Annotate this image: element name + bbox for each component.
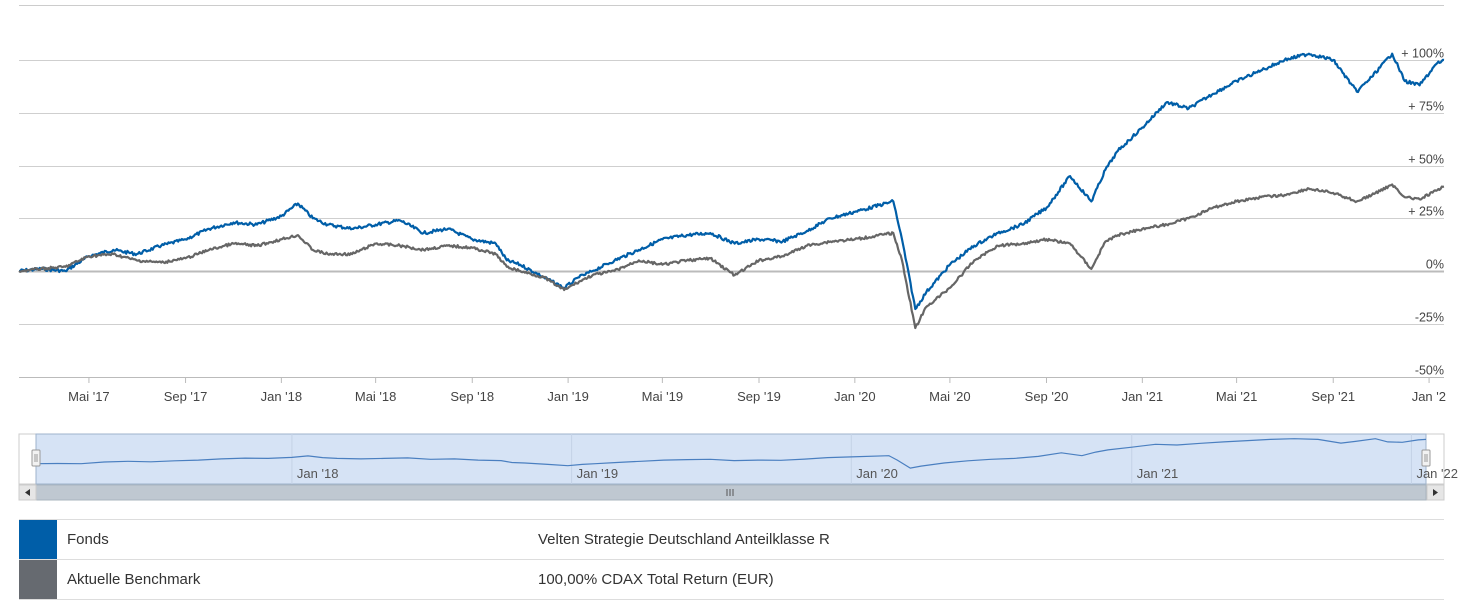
y-tick-label: 0%	[1426, 258, 1444, 272]
legend-swatch-benchmark	[19, 560, 57, 599]
y-tick-label: -25%	[1415, 311, 1444, 325]
y-tick-label: + 50%	[1408, 153, 1444, 167]
x-tick-label: Jan '20	[834, 389, 876, 404]
x-tick-label: Sep '20	[1025, 389, 1069, 404]
x-tick-label: Mai '18	[355, 389, 397, 404]
y-axis-labels: -50% -25% 0% + 25% + 50% + 75% + 100%	[1401, 47, 1444, 378]
legend-label-fonds: Fonds	[67, 531, 109, 548]
navigator-label: Jan '21	[1137, 466, 1179, 481]
scrollbar-thumb[interactable]	[35, 484, 1427, 501]
navigator-label: Jan '20	[856, 466, 898, 481]
x-tick-label: Sep '21	[1311, 389, 1355, 404]
legend-row-benchmark: Aktuelle Benchmark 100,00% CDAX Total Re…	[19, 559, 1444, 600]
navigator-handle-right[interactable]	[1421, 449, 1431, 467]
y-tick-label: + 25%	[1408, 205, 1444, 219]
y-tick-label: -50%	[1415, 364, 1444, 378]
x-tick-label: Jan '21	[1122, 389, 1164, 404]
x-tick-label: Jan '19	[547, 389, 589, 404]
performance-chart: -50% -25% 0% + 25% + 50% + 75% + 100% Mai '17 S…	[18, 5, 1458, 501]
x-axis-labels: Mai '17 Sep '17 Jan '18 Mai '18 Sep '18 Jan '…	[68, 377, 1446, 404]
navigator-handle-left[interactable]	[31, 449, 41, 467]
legend-value-fonds: Velten Strategie Deutschland Anteilklass…	[538, 531, 830, 548]
legend-value-benchmark: 100,00% CDAX Total Return (EUR)	[538, 571, 774, 588]
navigator-selection[interactable]	[35, 433, 1427, 485]
x-tick-label: Sep '19	[737, 389, 781, 404]
navigator-label: Jan '18	[297, 466, 339, 481]
legend-swatch-fonds	[19, 520, 57, 559]
range-navigator[interactable]: Jan '18 Jan '19 Jan '20 Jan '21 Jan '22	[18, 433, 1458, 501]
legend-table: Fonds Velten Strategie Deutschland Antei…	[19, 519, 1444, 600]
x-tick-label: Jan '18	[261, 389, 303, 404]
series-line-fonds	[18, 52, 1445, 311]
navigator-label: Jan '22	[1416, 466, 1458, 481]
arrow-right-icon[interactable]	[1426, 484, 1445, 501]
arrow-left-icon[interactable]	[18, 484, 37, 501]
navigator-label: Jan '19	[577, 466, 619, 481]
legend-label-benchmark: Aktuelle Benchmark	[67, 571, 201, 588]
x-tick-label: Sep '17	[164, 389, 208, 404]
x-tick-label: Jan '2	[1412, 389, 1446, 404]
x-tick-label: Mai '17	[68, 389, 110, 404]
x-tick-label: Mai '20	[929, 389, 971, 404]
grid-layer	[19, 5, 1444, 378]
x-tick-label: Sep '18	[450, 389, 494, 404]
y-tick-label: + 75%	[1408, 100, 1444, 114]
x-tick-label: Mai '19	[642, 389, 684, 404]
series-line-benchmark	[18, 183, 1445, 330]
x-tick-label: Mai '21	[1216, 389, 1258, 404]
y-tick-label: + 100%	[1401, 47, 1444, 61]
legend-row-fonds: Fonds Velten Strategie Deutschland Antei…	[19, 519, 1444, 560]
series-lines	[18, 52, 1445, 330]
grip-lines-icon	[726, 489, 734, 496]
navigator-series-line	[35, 438, 1427, 469]
